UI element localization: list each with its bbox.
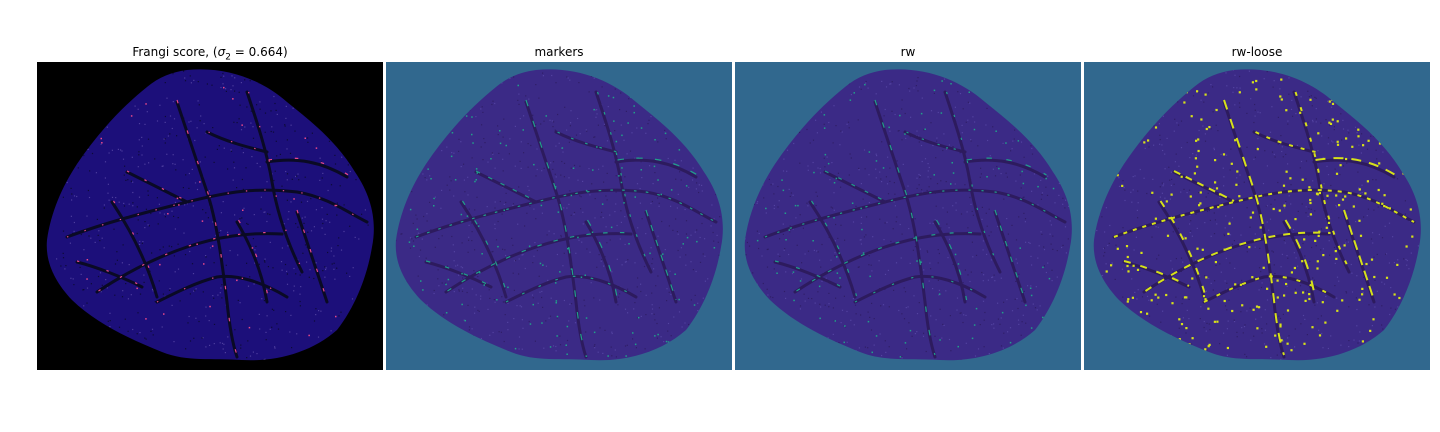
markers-image	[386, 62, 732, 370]
organ-mask	[1093, 69, 1421, 361]
panel-title-frangi-score: Frangi score, (σ2 = 0.664)	[37, 44, 383, 63]
panel-title-markers: markers	[534, 45, 584, 59]
frangi-score-image	[37, 62, 383, 370]
title-prefix: Frangi score, (	[132, 45, 218, 59]
panel-rw-image	[735, 62, 1081, 370]
rw-loose-image	[1084, 62, 1430, 370]
rw-image	[735, 62, 1081, 370]
vessel-texture	[46, 69, 374, 361]
title-symbol: σ	[217, 45, 226, 59]
panel-title-rw: rw	[900, 45, 916, 59]
panel-frangi-score-image	[37, 62, 383, 370]
panel-rw-loose-image	[1084, 62, 1430, 370]
vessel-texture	[395, 69, 723, 361]
panel-markers-image	[386, 62, 732, 370]
title-suffix: = 0.664)	[230, 45, 288, 59]
title-subscript: 2	[225, 52, 231, 63]
organ-mask	[395, 69, 723, 361]
panel-title-rw-loose: rw-loose	[1231, 45, 1283, 59]
vessel-texture	[1093, 69, 1421, 361]
organ-mask	[744, 69, 1072, 361]
organ-mask	[46, 69, 374, 361]
vessel-texture	[744, 69, 1072, 361]
